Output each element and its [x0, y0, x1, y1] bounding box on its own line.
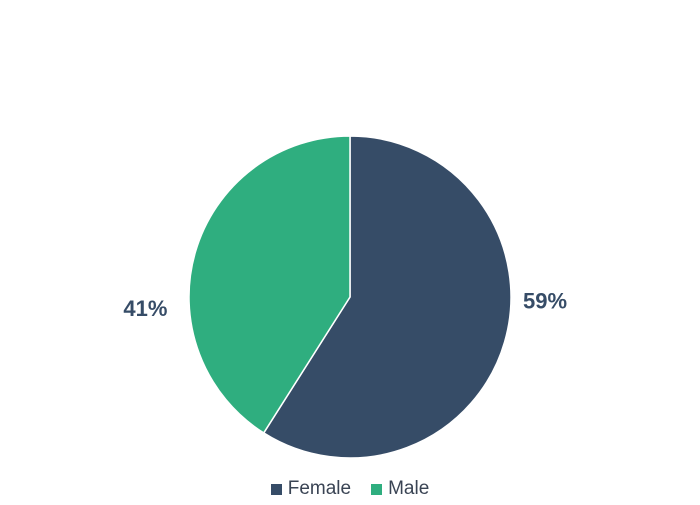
- data-label-male: 41%: [123, 296, 167, 321]
- data-label-female: 59%: [523, 289, 567, 314]
- legend: Female Male: [0, 478, 700, 500]
- pie-slice-male: [188, 135, 351, 434]
- legend-swatch-female: [270, 483, 282, 495]
- pie-slice-female: [262, 135, 512, 459]
- legend-label-female: Female: [287, 478, 352, 499]
- legend-swatch-male: [371, 483, 383, 495]
- legend-item-male: Male: [371, 478, 429, 500]
- legend-label-male: Male: [388, 478, 430, 499]
- legend-item-female: Female: [270, 478, 352, 500]
